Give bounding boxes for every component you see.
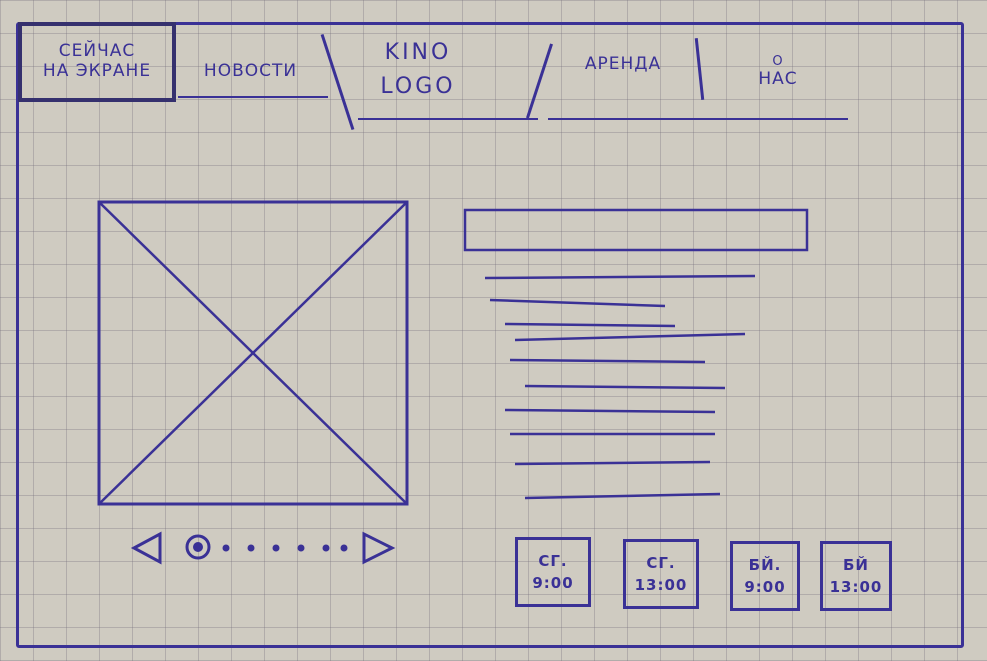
showtime-time: 9:00 [744,578,786,596]
title-bar-placeholder [463,208,809,252]
nav-item-news[interactable]: НОВОСТИ [178,52,323,92]
nav-underline [358,118,538,120]
nav-item-label: НОВОСТИ [203,61,298,82]
nav-item-label: НА ЭКРАНЕ [42,61,152,81]
carousel-dot[interactable] [322,544,330,552]
nav-underline [548,118,848,120]
triangle-right-icon[interactable] [362,531,396,565]
carousel-dot[interactable] [297,544,305,552]
movie-poster-placeholder [97,200,409,506]
nav-item-rent[interactable]: АРЕНДА [548,42,698,87]
nav-item-label: О [772,53,784,69]
triangle-left-icon[interactable] [130,531,162,565]
showtime-day: СГ. [646,553,676,572]
carousel-dot-active[interactable] [185,534,211,560]
carousel-dot[interactable] [247,544,255,552]
showtime-time: 13:00 [829,578,883,596]
logo-line: KINO [384,39,452,65]
nav-item-now-showing[interactable]: СЕЙЧАС НА ЭКРАНЕ [18,22,176,102]
carousel-controls [130,528,400,568]
showtime-time: 13:00 [634,576,688,594]
nav-item-label: НАС [758,68,798,89]
carousel-dot[interactable] [272,544,280,552]
nav-item-label: АРЕНДА [584,53,662,74]
showtime-day: БЙ. [748,555,782,574]
nav-item-about[interactable]: О НАС [708,42,848,102]
text-lines [484,274,756,500]
movie-description-placeholder [455,200,825,510]
nav-underline [178,96,328,98]
logo-line: LOGO [380,74,456,99]
showtime-day: БЙ [843,555,869,574]
showtime-button[interactable]: БЙ 13:00 [820,541,892,611]
carousel-dot[interactable] [340,544,348,552]
showtime-day: СГ. [538,551,568,570]
nav-item-label: СЕЙЧАС [58,41,136,62]
showtime-button[interactable]: СГ. 9:00 [515,537,591,607]
main-nav: СЕЙЧАС НА ЭКРАНЕ НОВОСТИ KINO LOGO АРЕНД… [18,22,868,131]
logo[interactable]: KINO LOGO [348,30,488,110]
page-frame [16,22,964,648]
carousel-dot[interactable] [222,544,230,552]
showtime-time: 9:00 [532,574,574,592]
showtimes: СГ. 9:00 СГ. 13:00 БЙ. 9:00 БЙ 13:00 [515,533,915,613]
showtime-button[interactable]: СГ. 13:00 [623,539,699,609]
showtime-button[interactable]: БЙ. 9:00 [730,541,800,611]
